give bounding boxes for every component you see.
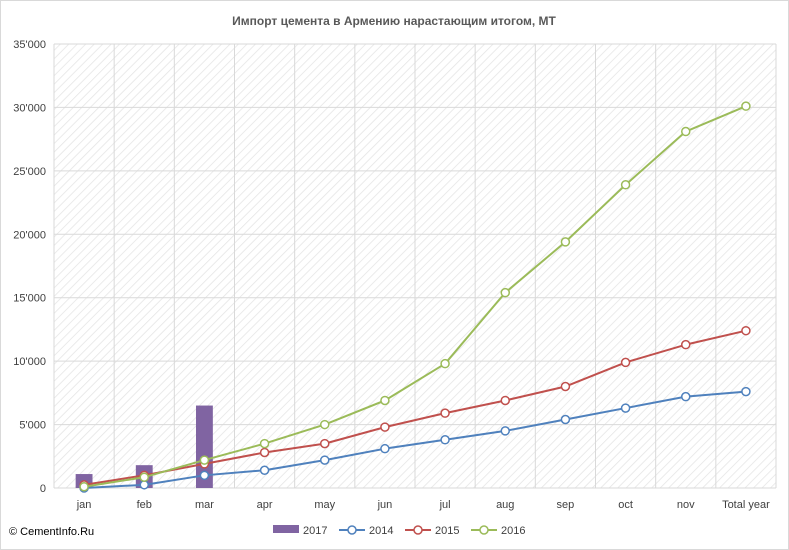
legend-label-2015: 2015 xyxy=(435,525,459,537)
point-2015-jun xyxy=(380,422,390,432)
point-2015-Total year xyxy=(741,325,751,336)
line-2015 xyxy=(83,329,747,486)
point-2016-may xyxy=(320,419,330,430)
point-2016-aug xyxy=(500,287,510,298)
x-tick-label: jul xyxy=(439,499,451,511)
point-2016-oct xyxy=(620,180,631,190)
legend-marker-2014 xyxy=(347,525,357,535)
point-2016-mar xyxy=(199,455,210,465)
point-2015-aug xyxy=(500,395,510,406)
legend: 2017 2014 2015 2016 xyxy=(273,525,525,537)
point-2016-nov xyxy=(681,126,691,137)
line-2016 xyxy=(83,105,747,488)
chart-title: Импорт цемента в Армению нарастающим ито… xyxy=(232,14,556,28)
point-2015-sep xyxy=(560,381,571,392)
point-2014-Total year xyxy=(741,386,751,397)
y-tick-label: 5'000 xyxy=(19,420,46,432)
point-2014-aug xyxy=(500,426,510,436)
point-2014-nov xyxy=(681,391,691,402)
legend-label-2014: 2014 xyxy=(369,525,393,537)
point-2015-may xyxy=(320,438,330,449)
line-2014 xyxy=(84,390,747,489)
point-2014-feb xyxy=(139,480,149,490)
line-series xyxy=(79,101,751,493)
legend-marker-2015 xyxy=(413,525,423,535)
x-tick-label: oct xyxy=(618,499,633,511)
point-2014-apr xyxy=(259,465,270,475)
y-tick-label: 0 xyxy=(40,483,46,495)
point-2016-jan xyxy=(79,481,89,492)
x-tick-label: apr xyxy=(257,499,273,511)
legend-label-2017: 2017 xyxy=(303,525,327,537)
bar-series xyxy=(75,405,213,488)
point-2016-Total year xyxy=(741,101,751,111)
point-2014-may xyxy=(320,455,330,465)
x-tick-label: feb xyxy=(137,499,152,511)
x-tick-label: aug xyxy=(496,499,514,511)
point-2016-jun xyxy=(380,395,390,406)
point-2015-oct xyxy=(620,357,631,368)
point-2016-sep xyxy=(560,237,571,247)
gridlines xyxy=(53,43,777,489)
x-tick-label: jan xyxy=(76,499,92,511)
legend-swatch-2017 xyxy=(273,525,299,533)
y-axis-labels: 0 5'000 10'000 15'000 20'000 25'000 30'000 35'0… xyxy=(13,39,46,495)
point-2014-oct xyxy=(620,403,631,413)
x-tick-label: mar xyxy=(195,499,214,511)
legend-label-2016: 2016 xyxy=(501,525,525,537)
x-tick-label: nov xyxy=(677,499,695,511)
point-2014-mar xyxy=(199,470,210,481)
y-tick-label: 25'000 xyxy=(13,166,46,178)
point-2016-jul xyxy=(440,358,450,369)
point-2016-apr xyxy=(259,438,270,449)
y-tick-label: 30'000 xyxy=(13,102,46,114)
y-tick-label: 20'000 xyxy=(13,229,46,241)
point-2016-feb xyxy=(139,472,149,482)
y-tick-label: 35'000 xyxy=(13,39,46,51)
copyright-text: © CementInfo.Ru xyxy=(9,526,94,538)
point-2014-jun xyxy=(380,443,390,454)
point-2014-jul xyxy=(440,435,450,445)
x-tick-label: may xyxy=(314,499,335,511)
legend-marker-2016 xyxy=(479,525,489,535)
point-2015-apr xyxy=(259,447,270,458)
x-tick-label: Total year xyxy=(722,499,770,511)
x-tick-label: sep xyxy=(557,499,575,511)
y-tick-label: 10'000 xyxy=(13,356,46,368)
point-2015-nov xyxy=(681,339,691,350)
x-tick-label: jun xyxy=(377,499,393,511)
point-2014-sep xyxy=(560,414,571,425)
y-tick-label: 15'000 xyxy=(13,293,46,305)
x-axis-labels: jan feb mar apr may jun jul aug sep oct nov Total y… xyxy=(76,499,770,511)
point-2015-jul xyxy=(440,408,450,418)
bar-2017-mar xyxy=(195,405,213,488)
